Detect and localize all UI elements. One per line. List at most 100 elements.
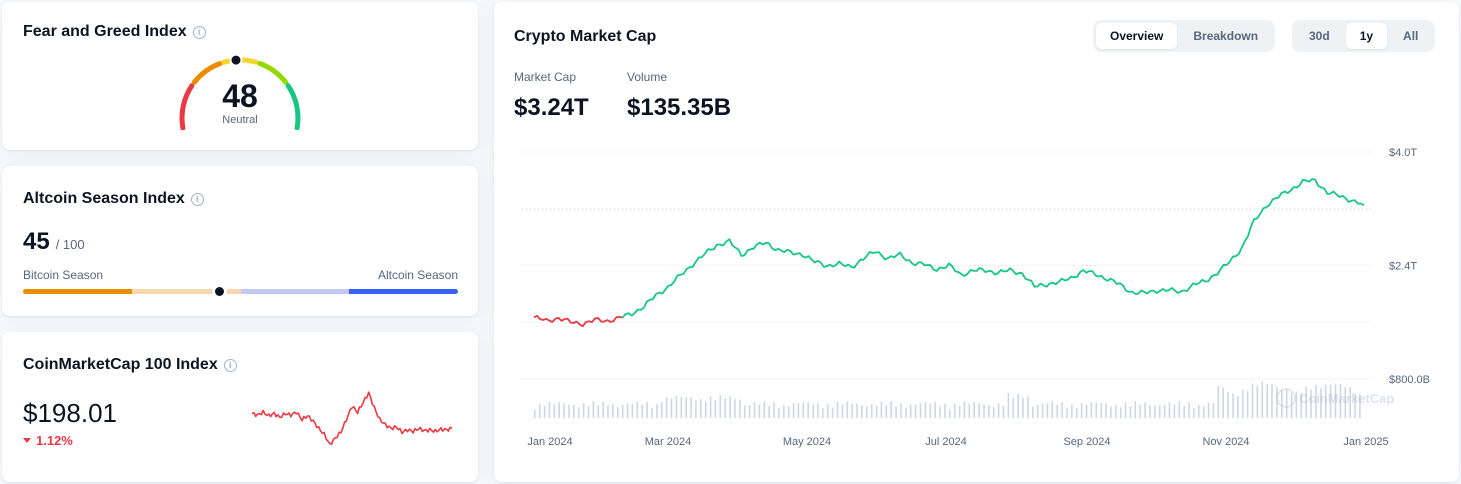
volume-bar — [958, 406, 961, 418]
volume-bar — [1271, 384, 1273, 418]
altcoin-season-value-row: 45 / 100 — [23, 228, 85, 256]
volume-bar — [748, 405, 751, 418]
altcoin-season-title-text: Altcoin Season Index — [23, 190, 185, 207]
volume-bar — [631, 403, 634, 418]
market-cap-chart[interactable]: $4.0T $2.4T $800.0B CoinMarketCap Jan 2024 Ma… — [494, 2, 1459, 482]
volume-bar — [1349, 387, 1351, 418]
volume-bar — [846, 401, 849, 418]
volume-bar — [617, 407, 619, 418]
range-all[interactable]: All — [1403, 29, 1419, 43]
volume-bar — [660, 402, 663, 418]
volume-bar — [1207, 402, 1210, 418]
volume-bar — [939, 406, 941, 418]
volume-bar — [646, 401, 648, 418]
volume-bar — [866, 406, 868, 418]
bitcoin-season-label: Bitcoin Season — [23, 268, 104, 282]
volume-bar — [1222, 387, 1224, 418]
fear-greed-card[interactable]: Fear and Greed Index i 48 Neutral — [2, 2, 478, 150]
volume-bar — [592, 401, 595, 418]
volume-bar — [870, 404, 873, 418]
volume-bar — [1329, 384, 1332, 418]
volume-bar — [1002, 405, 1005, 418]
volume-bar — [924, 402, 927, 418]
volume-bar — [797, 403, 800, 418]
volume-bar — [553, 403, 556, 418]
volume-bar — [1110, 406, 1112, 418]
view-tabs: Overview Breakdown — [1093, 20, 1276, 52]
x-tick-label: Jul 2024 — [925, 436, 967, 448]
market-cap-card[interactable]: Crypto Market Cap Overview Breakdown 30d… — [494, 2, 1459, 482]
gauge-segment-extreme-greed — [285, 83, 301, 130]
cmc100-title-text: CoinMarketCap 100 Index — [23, 356, 218, 373]
volume-bar — [1124, 402, 1127, 418]
volume-bar — [934, 401, 936, 418]
volume-bar — [626, 403, 629, 418]
volume-bar — [890, 401, 892, 418]
volume-bar — [1359, 393, 1361, 418]
altcoin-season-card[interactable]: Altcoin Season Index i 45 / 100 Bitcoin … — [2, 166, 478, 316]
altcoin-season-label: Altcoin Season — [377, 268, 458, 282]
volume-bar — [753, 402, 756, 418]
volume-bar — [1080, 403, 1083, 418]
volume-bar — [621, 404, 624, 418]
volume-bar — [973, 402, 975, 418]
volume-bar — [729, 396, 731, 418]
volume-bar — [1246, 391, 1249, 418]
caret-down-icon — [23, 438, 31, 443]
volume-bar — [573, 405, 575, 418]
volume-bar — [978, 403, 980, 418]
volume-bar — [983, 404, 985, 418]
volume-bar — [1241, 389, 1244, 418]
volume-value: $135.35B — [627, 94, 732, 121]
tab-overview[interactable]: Overview — [1096, 23, 1178, 49]
volume-bar — [968, 403, 971, 418]
volume-bar — [1046, 403, 1049, 418]
volume-bar — [1290, 392, 1293, 418]
volume-bar — [909, 404, 912, 418]
volume-bar — [1266, 384, 1268, 418]
volume-bar — [1129, 406, 1132, 418]
volume-bar — [700, 399, 702, 418]
volume-bar — [709, 396, 712, 418]
volume-bar — [1139, 404, 1141, 418]
altcoin-season-max: / 100 — [55, 237, 85, 252]
range-tabs: 30d 1y All — [1292, 20, 1436, 52]
volume-bar — [1237, 396, 1239, 418]
volume-bar — [538, 403, 541, 418]
cmc-logo-icon — [1276, 388, 1296, 408]
range-1y[interactable]: 1y — [1345, 23, 1388, 49]
volume-bar — [822, 408, 824, 418]
info-icon[interactable]: i — [190, 192, 204, 206]
fear-greed-gauge — [179, 53, 301, 130]
info-icon[interactable]: i — [192, 25, 206, 39]
volume-bar — [695, 400, 697, 418]
volume-bar — [1105, 403, 1107, 418]
volume-bar — [1085, 404, 1088, 418]
volume-bar — [1261, 381, 1264, 418]
watermark-text: CoinMarketCap — [1299, 391, 1394, 406]
range-30d[interactable]: 30d — [1309, 29, 1330, 43]
bar-segment-light-orange — [131, 289, 241, 294]
altcoin-season-title: Altcoin Season Index i — [23, 190, 204, 208]
volume-bar — [1198, 405, 1200, 418]
volume-bar — [880, 401, 883, 418]
volume-bar — [665, 397, 668, 418]
volume-bar — [1193, 407, 1195, 418]
info-icon[interactable]: i — [223, 358, 237, 372]
volume-bar — [1090, 402, 1093, 418]
volume-bar — [1027, 396, 1029, 418]
volume-label: Volume — [627, 70, 668, 84]
volume-bar — [997, 403, 1000, 418]
volume-bar — [719, 395, 722, 418]
volume-bar — [690, 397, 692, 418]
volume-bar — [568, 404, 570, 418]
volume-bar — [1158, 405, 1161, 418]
tab-breakdown[interactable]: Breakdown — [1193, 29, 1259, 43]
volume-bar — [885, 405, 888, 418]
bar-segment-light-blue — [240, 289, 350, 294]
volume-bar — [739, 399, 741, 418]
cmc100-card[interactable]: CoinMarketCap 100 Index i $198.01 1.12% — [2, 332, 478, 482]
volume-bar — [680, 396, 683, 418]
volume-bar — [675, 396, 678, 418]
volume-bar — [1163, 404, 1166, 418]
